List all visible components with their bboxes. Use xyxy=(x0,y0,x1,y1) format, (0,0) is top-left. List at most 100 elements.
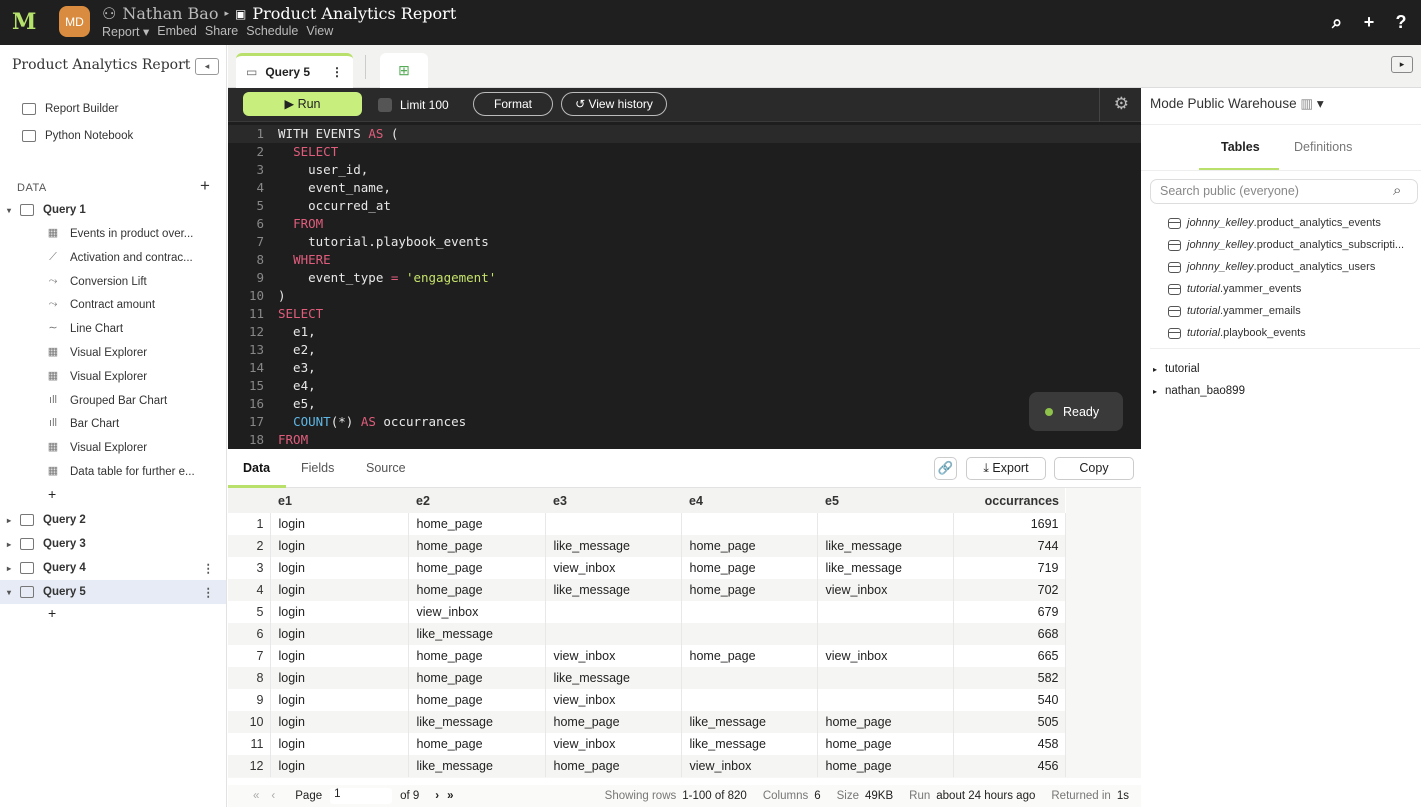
table-cell[interactable]: 540 xyxy=(953,689,1066,711)
link-icon[interactable]: 🔗 xyxy=(934,457,957,480)
add-chart-icon[interactable]: + xyxy=(48,486,57,502)
table-cell[interactable] xyxy=(545,601,682,623)
sidebar-item-chart[interactable]: ▦ Events in product over... xyxy=(0,222,226,246)
tab-fields[interactable]: Fields xyxy=(301,461,335,475)
tab-definitions[interactable]: Definitions xyxy=(1294,140,1353,154)
sidebar-item-chart[interactable]: ▦ Data table for further e... xyxy=(0,460,226,484)
table-cell[interactable]: 744 xyxy=(953,535,1066,557)
table-cell[interactable]: login xyxy=(270,535,409,557)
search-icon[interactable]: ⌕ xyxy=(1331,12,1343,32)
table-cell[interactable]: login xyxy=(270,711,409,733)
table-cell[interactable]: like_message xyxy=(545,667,682,689)
menu-embed[interactable]: Embed xyxy=(157,24,197,38)
table-cell[interactable]: 458 xyxy=(953,733,1066,755)
table-cell[interactable]: like_message xyxy=(408,623,546,645)
table-cell[interactable] xyxy=(681,601,818,623)
table-cell[interactable] xyxy=(545,623,682,645)
table-cell[interactable]: view_inbox xyxy=(681,755,818,777)
table-cell[interactable]: login xyxy=(270,667,409,689)
caret-right-icon[interactable]: ▸ xyxy=(1153,365,1158,374)
table-cell[interactable]: 668 xyxy=(953,623,1066,645)
table-cell[interactable]: like_message xyxy=(545,579,682,601)
table-cell[interactable] xyxy=(817,513,954,535)
tab-query-5[interactable]: ▭ Query 5 ⋮ xyxy=(236,53,353,88)
table-cell[interactable]: like_message xyxy=(817,535,954,557)
table-cell[interactable]: home_page xyxy=(681,645,818,667)
table-cell[interactable]: login xyxy=(270,733,409,755)
table-cell[interactable] xyxy=(817,667,954,689)
sidebar-item-report-builder[interactable]: Report Builder xyxy=(0,97,226,121)
column-header-e4[interactable]: e4 xyxy=(681,488,817,513)
table-cell[interactable]: home_page xyxy=(408,733,546,755)
table-cell[interactable]: login xyxy=(270,513,409,535)
table-cell[interactable]: home_page xyxy=(545,755,682,777)
help-icon[interactable]: ? xyxy=(1395,12,1407,32)
table-item[interactable]: johnny_kelley.product_analytics_events xyxy=(1168,217,1381,229)
caret-down-icon[interactable]: ▾ xyxy=(6,205,11,215)
table-cell[interactable] xyxy=(681,667,818,689)
sql-editor[interactable]: 1 WITH EVENTS AS (2 SELECT 3 user_id, 4 eve… xyxy=(228,122,1141,449)
table-cell[interactable] xyxy=(545,513,682,535)
table-cell[interactable]: view_inbox xyxy=(817,645,954,667)
table-item[interactable]: johnny_kelley.product_analytics_users xyxy=(1168,261,1375,273)
column-header-e5[interactable]: e5 xyxy=(817,488,953,513)
owner-link[interactable]: Nathan Bao xyxy=(122,4,219,23)
copy-button[interactable]: Copy xyxy=(1054,457,1134,480)
table-cell[interactable]: like_message xyxy=(817,557,954,579)
schema-item[interactable]: ▸ tutorial xyxy=(1153,363,1200,377)
sidebar-item-query-2[interactable]: ▸ Query 2 xyxy=(0,508,226,532)
table-cell[interactable]: login xyxy=(270,601,409,623)
sidebar-item-chart[interactable]: ıll Grouped Bar Chart xyxy=(0,389,226,413)
table-cell[interactable]: like_message xyxy=(408,711,546,733)
table-cell[interactable]: home_page xyxy=(545,711,682,733)
table-cell[interactable]: home_page xyxy=(408,513,546,535)
table-cell[interactable]: 456 xyxy=(953,755,1066,777)
caret-right-icon[interactable]: ▸ xyxy=(6,563,11,573)
menu-report[interactable]: Report ▾ xyxy=(102,25,150,39)
last-page-icon[interactable]: » xyxy=(447,790,454,802)
table-cell[interactable]: home_page xyxy=(681,535,818,557)
avatar[interactable]: MD xyxy=(59,6,90,37)
table-cell[interactable]: 719 xyxy=(953,557,1066,579)
sidebar-item-chart[interactable]: ⤳ Conversion Lift xyxy=(0,270,226,294)
next-page-icon[interactable]: › xyxy=(435,790,440,802)
table-cell[interactable]: view_inbox xyxy=(817,579,954,601)
table-cell[interactable] xyxy=(817,689,954,711)
table-cell[interactable]: view_inbox xyxy=(545,557,682,579)
search-input[interactable]: Search public (everyone) xyxy=(1150,179,1418,204)
column-header-occurrances[interactable]: occurrances xyxy=(953,488,1065,513)
table-cell[interactable]: like_message xyxy=(681,733,818,755)
table-cell[interactable] xyxy=(681,623,818,645)
toggle-right-panel-icon[interactable]: ▸ xyxy=(1391,56,1413,73)
table-cell[interactable]: view_inbox xyxy=(545,733,682,755)
checkbox[interactable] xyxy=(378,98,392,112)
collapse-sidebar-icon[interactable]: ◂ xyxy=(195,58,219,75)
table-cell[interactable]: 702 xyxy=(953,579,1066,601)
table-cell[interactable]: view_inbox xyxy=(545,689,682,711)
more-icon[interactable]: ⋮ xyxy=(331,65,343,79)
limit-100-checkbox[interactable]: Limit 100 xyxy=(378,98,449,112)
table-cell[interactable]: login xyxy=(270,579,409,601)
warehouse-selector[interactable]: Mode Public Warehouse ▥ ▾ xyxy=(1150,96,1324,112)
table-cell[interactable]: home_page xyxy=(681,557,818,579)
sidebar-item-chart[interactable]: ıll Bar Chart xyxy=(0,412,226,436)
column-header-e3[interactable]: e3 xyxy=(545,488,681,513)
table-cell[interactable]: like_message xyxy=(545,535,682,557)
sidebar-item-query-5[interactable]: ▾ Query 5 ⋮ xyxy=(0,580,226,604)
table-cell[interactable]: 1691 xyxy=(953,513,1066,535)
prev-page-icon[interactable]: ‹ xyxy=(271,790,276,802)
table-cell[interactable]: home_page xyxy=(817,755,954,777)
tab-data[interactable]: Data xyxy=(243,461,271,475)
plus-icon[interactable]: + xyxy=(1363,12,1375,32)
table-cell[interactable]: home_page xyxy=(408,667,546,689)
caret-right-icon[interactable]: ▸ xyxy=(1153,387,1158,396)
table-cell[interactable]: login xyxy=(270,689,409,711)
table-cell[interactable]: like_message xyxy=(408,755,546,777)
table-cell[interactable]: home_page xyxy=(408,579,546,601)
table-item[interactable]: tutorial.yammer_events xyxy=(1168,283,1301,295)
new-chart-icon[interactable]: ⊞ xyxy=(380,53,428,88)
mode-logo[interactable]: M xyxy=(12,9,37,35)
more-icon[interactable]: ⋮ xyxy=(202,563,215,575)
table-item[interactable]: johnny_kelley.product_analytics_subscrip… xyxy=(1168,239,1404,251)
table-cell[interactable]: home_page xyxy=(408,557,546,579)
